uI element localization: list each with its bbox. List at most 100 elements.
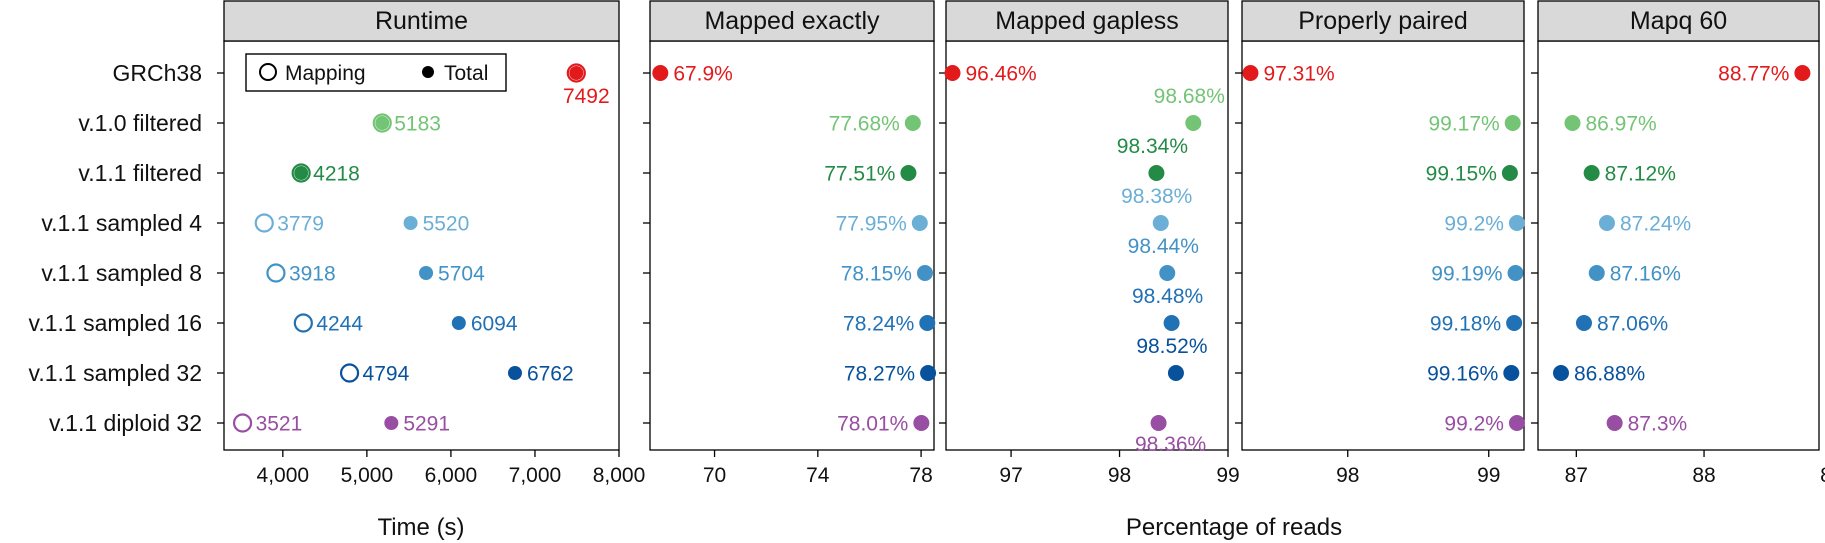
panel-title: Properly paired [1298, 7, 1468, 35]
label-grch38: 96.46% [966, 63, 1037, 86]
point-v-1-1-filtered [1583, 165, 1600, 181]
x-tick-label: 98 [1108, 464, 1131, 487]
x-tick-label: 97 [999, 464, 1022, 487]
label-v-1-0-filtered: 98.68% [1154, 85, 1225, 108]
point-v-1-1-diploid-32 [913, 415, 930, 431]
label-v-1-1-diploid-32: 98.36% [1135, 433, 1206, 456]
panel-frame [945, 40, 1229, 451]
label-v-1-1-diploid-32: 87.3% [1628, 413, 1688, 436]
point-total-v-1-1-filtered [294, 166, 309, 180]
label-v-1-1-filtered: 98.34% [1117, 135, 1188, 158]
label-v-1-1-sampled-32: 99.16% [1427, 363, 1498, 386]
point-v-1-1-diploid-32 [1508, 415, 1525, 431]
label-v-1-1-sampled-8: 99.19% [1431, 263, 1502, 286]
label-total-v-1-1-sampled-16: 6094 [471, 313, 518, 336]
point-v-1-1-sampled-8 [1507, 265, 1524, 281]
panel-title: Runtime [375, 7, 468, 35]
label-v-1-0-filtered: 86.97% [1585, 113, 1656, 136]
point-v-1-1-diploid-32 [1606, 415, 1623, 431]
panel-properly-paired: Properly paired 98 99 97.31% 99.17% 99.15% 99.… [1235, 0, 1525, 487]
point-v-1-1-sampled-16 [919, 315, 936, 331]
x-tick-label: 6,000 [425, 464, 478, 487]
point-grch38 [1794, 65, 1811, 81]
panel-strip [1537, 0, 1820, 42]
category-label-v-1-1-sampled-32: v.1.1 sampled 32 [29, 360, 202, 386]
category-label-v-1-1-sampled-4: v.1.1 sampled 4 [41, 210, 202, 236]
label-v-1-1-diploid-32: 78.01% [837, 413, 908, 436]
panel-frame [223, 40, 620, 451]
label-v-1-1-diploid-32: 99.2% [1444, 413, 1504, 436]
panel-strip [223, 0, 620, 42]
label-v-1-0-filtered: 77.68% [829, 113, 900, 136]
label-v-1-1-sampled-32: 98.52% [1136, 335, 1207, 358]
point-total-v-1-1-diploid-32 [384, 416, 399, 430]
point-grch38 [1242, 65, 1259, 81]
point-v-1-0-filtered [1185, 115, 1202, 131]
x-axis-title-time: Time (s) [377, 514, 464, 541]
point-v-1-1-sampled-16 [1575, 315, 1592, 331]
panel-title: Mapped gapless [995, 7, 1178, 35]
label-v-1-1-sampled-4: 99.2% [1444, 213, 1504, 236]
point-v-1-1-sampled-16 [1163, 315, 1180, 331]
point-v-1-1-sampled-16 [1506, 315, 1523, 331]
point-mapping-v-1-1-sampled-32 [339, 363, 360, 383]
point-v-1-1-sampled-32 [1167, 365, 1184, 381]
point-v-1-1-sampled-8 [1588, 265, 1605, 281]
label-mapping-v-1-1-sampled-4: 3779 [277, 213, 324, 236]
label-v-1-1-sampled-16: 99.18% [1430, 313, 1501, 336]
category-label-v-1-1-filtered: v.1.1 filtered [78, 160, 202, 186]
legend-total-marker [422, 66, 434, 78]
panel-title: Mapped exactly [704, 7, 880, 35]
label-v-1-1-sampled-4: 87.24% [1620, 213, 1691, 236]
point-grch38 [944, 65, 961, 81]
label-grch38: 88.77% [1718, 63, 1789, 86]
panel-frame [649, 40, 935, 451]
category-label-v-1-1-diploid-32: v.1.1 diploid 32 [49, 410, 202, 436]
x-tick-label: 8,000 [593, 464, 646, 487]
point-mapping-grch38 [566, 63, 586, 83]
point-v-1-1-sampled-4 [1152, 215, 1169, 231]
x-tick-label: 5,000 [341, 464, 394, 487]
label-v-1-1-sampled-8: 78.15% [841, 263, 912, 286]
point-v-1-1-sampled-32 [1503, 365, 1520, 381]
category-label-grch38: GRCh38 [113, 60, 202, 86]
point-v-1-1-filtered [900, 165, 917, 181]
label-v-1-0-filtered: 99.17% [1428, 113, 1499, 136]
label-total-v-1-1-diploid-32: 5291 [403, 413, 450, 436]
point-v-1-1-filtered [1148, 165, 1165, 181]
x-tick-label: 7,000 [509, 464, 562, 487]
label-total-v-1-1-sampled-4: 5520 [423, 213, 470, 236]
label-total-v-1-0-filtered: 5183 [394, 113, 441, 136]
point-v-1-1-sampled-4 [1598, 215, 1615, 231]
x-tick-label: 70 [703, 464, 726, 487]
point-v-1-1-diploid-32 [1150, 415, 1167, 431]
label-v-1-1-sampled-16: 87.06% [1597, 313, 1668, 336]
chart-panels: Runtime 4,000 5,000 6,000 7,000 8,000 7492 5183… [217, 0, 1825, 487]
x-tick-label: 99 [1216, 464, 1239, 487]
label-v-1-1-sampled-8: 98.44% [1128, 235, 1199, 258]
point-total-v-1-1-sampled-4 [403, 216, 418, 230]
legend-mapping-marker [259, 63, 277, 81]
category-label-v-1-1-sampled-16: v.1.1 sampled 16 [29, 310, 202, 336]
label-mapping-v-1-1-sampled-16: 4244 [316, 313, 363, 336]
panel-runtime: Runtime 4,000 5,000 6,000 7,000 8,000 7492 5183… [217, 0, 646, 487]
point-total-v-1-1-sampled-16 [451, 316, 466, 330]
point-v-1-1-sampled-4 [911, 215, 928, 231]
label-mapping-v-1-1-sampled-32: 4794 [363, 363, 410, 386]
label-total-v-1-1-filtered: 4218 [313, 163, 360, 186]
category-labels: GRCh38 v.1.0 filtered v.1.1 filtered v.1.1 … [29, 60, 203, 436]
legend-total-label: Total [444, 62, 488, 85]
x-tick-label: 88 [1692, 464, 1715, 487]
x-tick-label: 4,000 [257, 464, 310, 487]
panel-frame [1537, 40, 1820, 451]
panel-strip [945, 0, 1229, 42]
x-tick-label: 98 [1336, 464, 1359, 487]
point-v-1-1-sampled-32 [1552, 365, 1569, 381]
point-v-1-1-filtered [1501, 165, 1518, 181]
point-mapping-v-1-1-filtered [291, 163, 311, 183]
point-grch38 [652, 65, 669, 81]
category-label-v-1-1-sampled-8: v.1.1 sampled 8 [41, 260, 202, 286]
point-v-1-0-filtered [904, 115, 921, 131]
x-tick-label: 78 [909, 464, 932, 487]
